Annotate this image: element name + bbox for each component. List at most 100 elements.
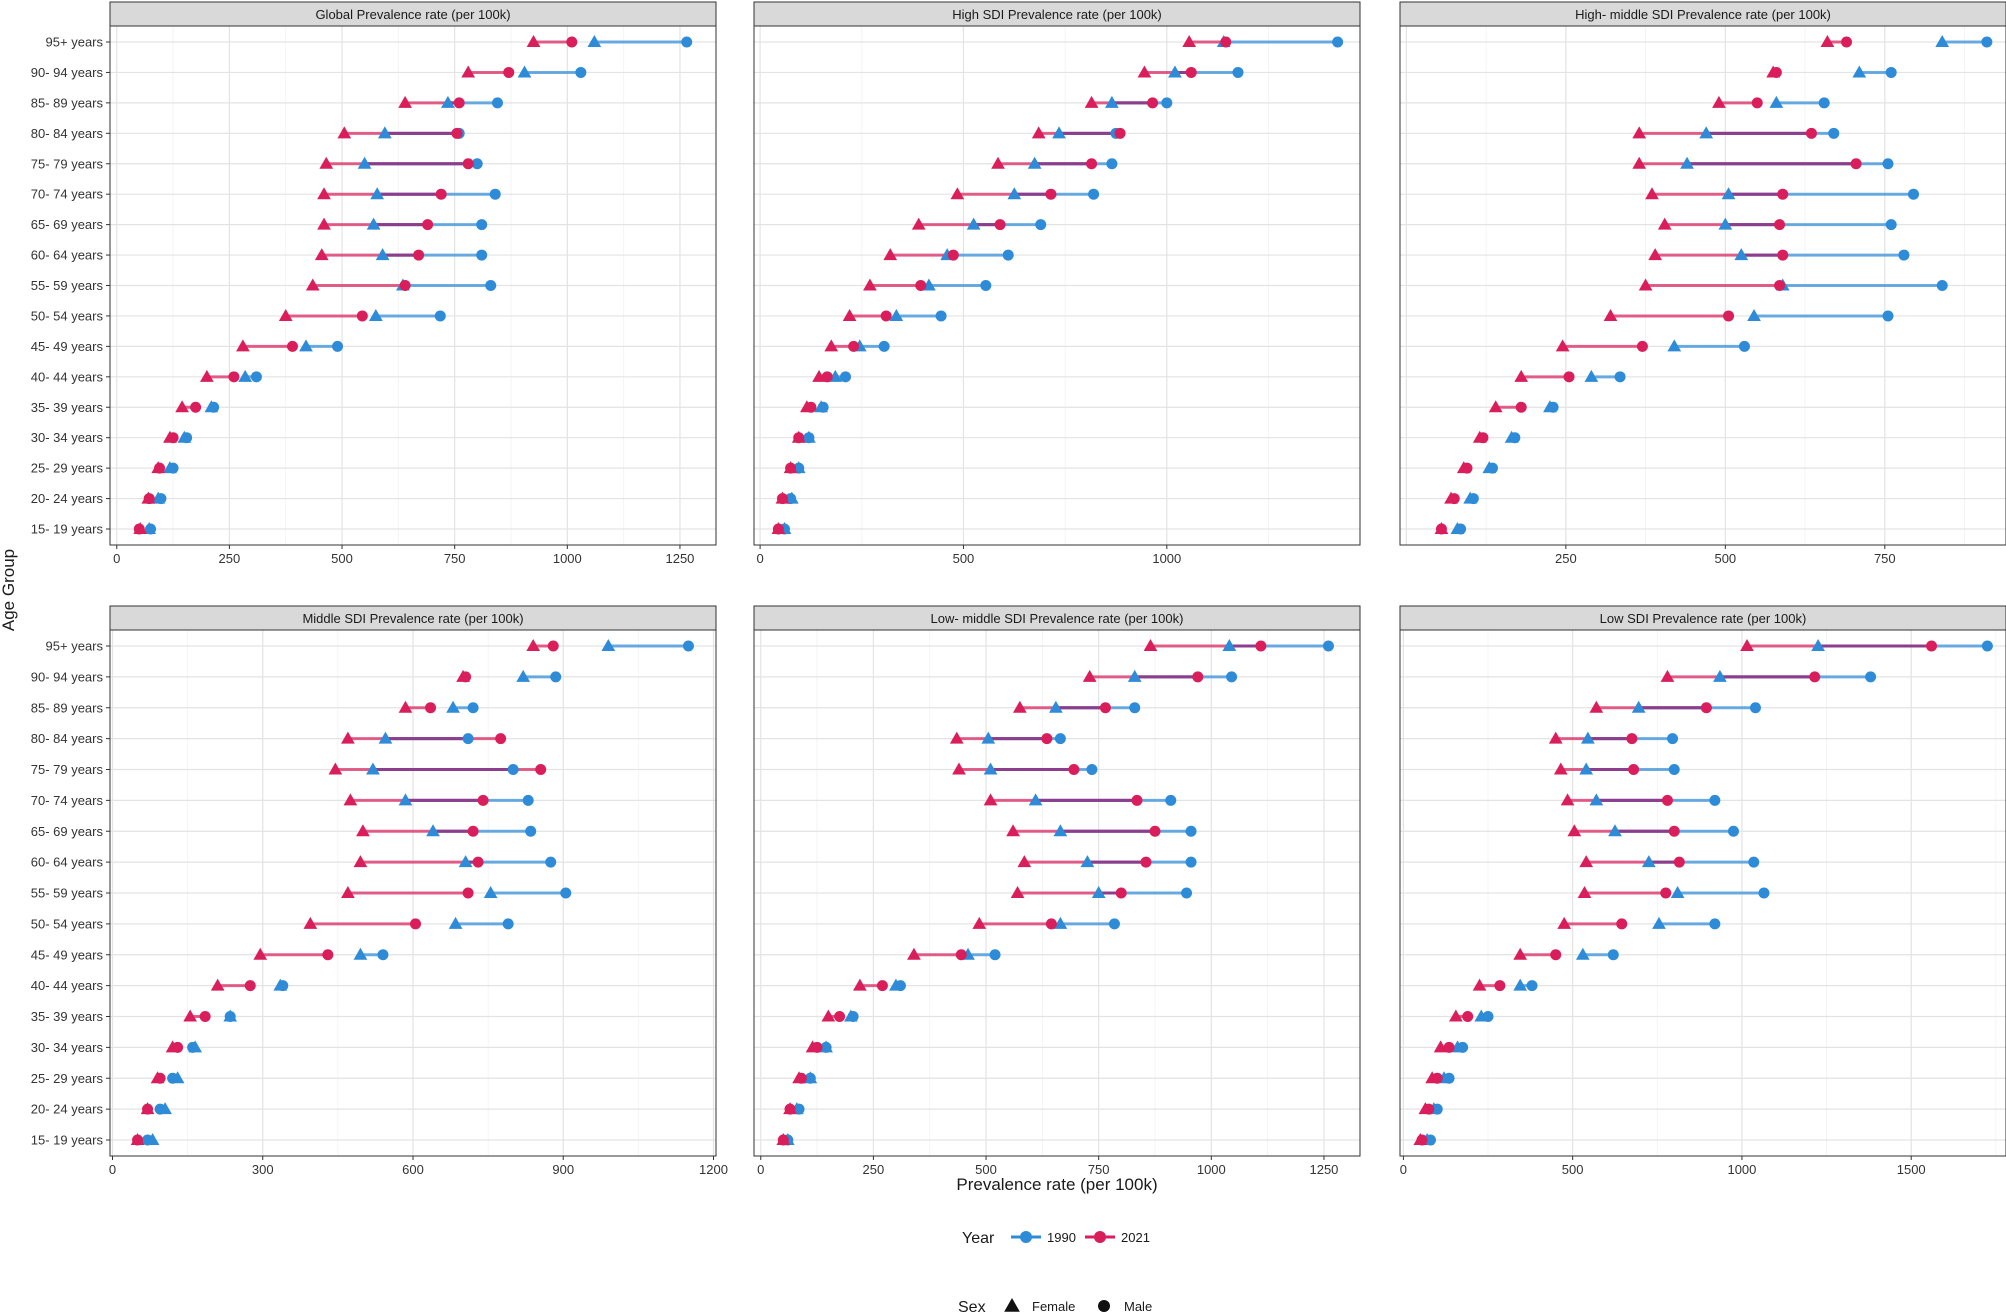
x-tick-label: 1250 xyxy=(665,551,694,566)
point-2021-male xyxy=(880,310,892,322)
point-1990-female xyxy=(802,430,816,443)
point-1990-male xyxy=(462,733,474,745)
x-tick-label: 250 xyxy=(1555,551,1577,566)
point-2021-female xyxy=(343,793,358,806)
point-1990-female xyxy=(1718,217,1733,230)
point-2021-female xyxy=(210,978,225,991)
point-2021-male xyxy=(994,219,1006,231)
legend-year-label: 2021 xyxy=(1121,1230,1150,1245)
point-2021-female xyxy=(398,700,413,713)
point-1990-female xyxy=(1747,308,1761,321)
point-2021-male xyxy=(1140,856,1152,868)
point-1990-female xyxy=(1091,886,1106,899)
point-2021-male xyxy=(1185,66,1197,78)
point-2021-female xyxy=(175,400,189,413)
y-tick-label: 95+ years xyxy=(46,639,104,654)
point-1990-male xyxy=(525,825,537,837)
point-1990-male xyxy=(1322,640,1334,652)
point-1990-female xyxy=(1608,824,1622,837)
point-2021-male xyxy=(1494,980,1506,992)
point-2021-male xyxy=(1926,640,1938,652)
point-2021-male xyxy=(1777,188,1789,200)
point-2021-female xyxy=(1418,1102,1433,1115)
point-1990-female xyxy=(1482,461,1497,474)
x-tick-label: 0 xyxy=(109,1162,116,1177)
point-1990-female xyxy=(458,855,473,868)
point-1990-female xyxy=(370,187,385,200)
point-2021-female xyxy=(1657,217,1672,230)
x-axis-title: Prevalence rate (per 100k) xyxy=(956,1175,1157,1194)
point-1990-male xyxy=(1981,36,1993,48)
point-1990-male xyxy=(471,158,483,170)
point-1990-female xyxy=(1670,886,1685,899)
point-2021-female xyxy=(1589,700,1604,713)
point-1990-female xyxy=(204,400,219,413)
point-2021-female xyxy=(1488,400,1503,413)
point-1990-female xyxy=(1049,700,1063,713)
point-2021-male xyxy=(1149,825,1161,837)
point-2021-female xyxy=(1645,187,1659,200)
point-1990-female xyxy=(1734,248,1749,261)
x-tick-label: 750 xyxy=(1874,551,1896,566)
point-2021-female xyxy=(1712,95,1726,108)
point-2021-male xyxy=(190,401,202,413)
point-2021-female xyxy=(1010,886,1025,899)
point-2021-female xyxy=(1638,278,1653,291)
point-1990-female xyxy=(177,430,192,443)
point-1990-male xyxy=(1727,825,1739,837)
panel-title: High- middle SDI Prevalence rate (per 10… xyxy=(1575,7,1831,22)
point-1990-female xyxy=(1699,126,1714,139)
point-2021-male xyxy=(1668,825,1680,837)
point-1990-female xyxy=(517,65,532,78)
point-2021-male xyxy=(1068,764,1080,775)
point-2021-male xyxy=(1220,36,1232,48)
point-2021-female xyxy=(1555,339,1570,352)
point-1990-male xyxy=(1738,340,1750,352)
y-tick-label: 35- 39 years xyxy=(31,1009,104,1024)
point-2021-female xyxy=(1137,65,1152,78)
point-2021-female xyxy=(1182,35,1197,48)
y-tick-label: 70- 74 years xyxy=(31,187,104,202)
point-1990-female xyxy=(446,700,460,713)
point-2021-female xyxy=(183,1009,197,1022)
y-tick-label: 75- 79 years xyxy=(31,156,104,171)
point-2021-female xyxy=(1567,824,1582,837)
point-2021-female xyxy=(1472,978,1487,991)
point-2021-male xyxy=(1616,918,1628,930)
x-tick-label: 500 xyxy=(953,551,975,566)
point-2021-male xyxy=(413,249,425,261)
point-1990-female xyxy=(366,762,380,775)
y-tick-label: 35- 39 years xyxy=(31,400,104,415)
point-2021-female xyxy=(1632,126,1647,139)
point-2021-female xyxy=(141,491,156,504)
point-1990-female xyxy=(1581,731,1595,744)
point-2021-male xyxy=(547,640,559,652)
point-1990-female xyxy=(163,461,177,474)
point-1990-male xyxy=(1709,918,1721,930)
point-1990-female xyxy=(1667,339,1682,352)
panel-border xyxy=(753,25,1361,546)
point-1990-male xyxy=(491,97,503,109)
point-2021-female xyxy=(972,916,987,929)
point-2021-male xyxy=(1700,702,1712,714)
point-1990-male xyxy=(1709,794,1721,806)
point-1990-female xyxy=(1168,65,1182,78)
point-1990-male xyxy=(434,310,446,322)
point-1990-male xyxy=(980,280,992,291)
point-2021-female xyxy=(950,187,965,200)
point-1990-female xyxy=(1127,669,1142,682)
y-tick-label: 15- 19 years xyxy=(31,522,104,537)
point-1990-male xyxy=(1758,887,1770,899)
x-tick-label: 1200 xyxy=(699,1162,728,1177)
point-1990-female xyxy=(587,35,602,48)
point-1990-male xyxy=(1232,66,1244,78)
point-1990-male xyxy=(1106,158,1118,170)
x-tick-label: 1000 xyxy=(553,551,582,566)
legend-sex-title: Sex xyxy=(958,1299,986,1312)
legend-male-circle xyxy=(1098,1300,1110,1312)
point-2021-female xyxy=(278,308,293,321)
point-1990-male xyxy=(1981,640,1993,652)
point-1990-male xyxy=(840,371,852,383)
point-2021-female xyxy=(863,278,877,291)
point-2021-male xyxy=(876,980,888,992)
